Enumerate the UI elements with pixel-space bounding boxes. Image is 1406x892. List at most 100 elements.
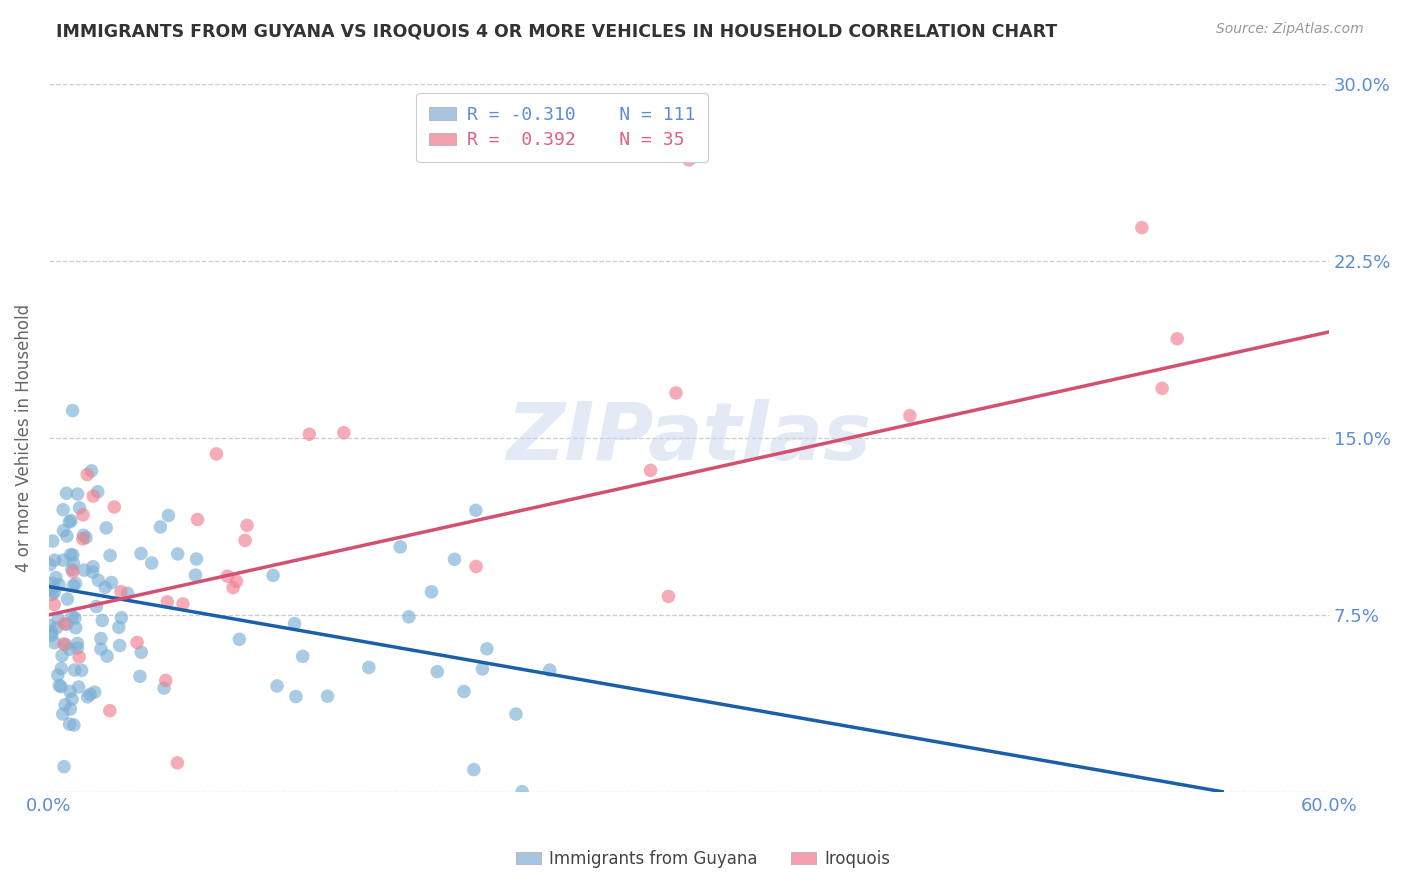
Point [53, 616, 76, 631]
Point [79, 687, 101, 701]
Point [63, 611, 86, 625]
Point [46, 612, 69, 626]
Point [1130, 220, 1153, 235]
Point [72, 508, 94, 522]
Point [59, 702, 82, 716]
Point [52, 637, 75, 651]
Point [55, 617, 77, 632]
Point [108, 639, 131, 653]
Point [82, 489, 104, 503]
Point [398, 610, 420, 624]
Point [82, 559, 104, 574]
Point [284, 690, 307, 704]
Point [284, 616, 307, 631]
Point [62, 565, 84, 579]
Point [538, 663, 561, 677]
Point [262, 568, 284, 582]
Point [129, 547, 152, 561]
Point [389, 540, 412, 554]
Point [76, 690, 98, 704]
Point [98, 704, 121, 718]
Point [291, 649, 314, 664]
Point [60, 609, 83, 624]
Point [149, 520, 172, 534]
Point [94, 580, 117, 594]
Point [166, 756, 188, 770]
Point [65, 576, 87, 591]
Point [640, 463, 662, 477]
Point [52, 524, 75, 538]
Point [236, 518, 259, 533]
Point [657, 590, 679, 604]
Point [67, 650, 90, 665]
Point [87, 574, 110, 588]
Point [228, 632, 250, 647]
Point [44, 553, 66, 567]
Point [665, 386, 688, 401]
Point [65, 621, 87, 635]
Text: ZIPatlas: ZIPatlas [506, 399, 872, 477]
Point [62, 548, 84, 562]
Point [332, 425, 354, 440]
Point [41, 628, 63, 642]
Point [129, 669, 152, 683]
Point [471, 662, 494, 676]
Point [156, 595, 179, 609]
Point [44, 598, 66, 612]
Point [58, 717, 80, 731]
Point [39, 582, 62, 597]
Point [96, 649, 118, 664]
Point [45, 570, 67, 584]
Text: IMMIGRANTS FROM GUYANA VS IROQUOIS 4 OR MORE VEHICLES IN HOUSEHOLD CORRELATION C: IMMIGRANTS FROM GUYANA VS IROQUOIS 4 OR … [56, 22, 1057, 40]
Point [44, 585, 66, 599]
Point [51, 661, 73, 675]
Point [420, 585, 443, 599]
Point [63, 663, 86, 677]
Point [52, 502, 75, 516]
Point [110, 611, 132, 625]
Point [56, 529, 79, 543]
Point [678, 153, 700, 167]
Point [63, 718, 86, 732]
Point [49, 680, 72, 694]
Point [186, 552, 208, 566]
Point [129, 645, 152, 659]
Point [505, 707, 527, 722]
Text: Source: ZipAtlas.com: Source: ZipAtlas.com [1216, 22, 1364, 37]
Point [184, 568, 207, 582]
Point [1166, 332, 1188, 346]
Point [66, 487, 89, 501]
Point [166, 547, 188, 561]
Point [60, 514, 83, 528]
Point [56, 592, 79, 607]
Point [42, 576, 65, 591]
Legend: Immigrants from Guyana, Iroquois: Immigrants from Guyana, Iroquois [509, 844, 897, 875]
Point [157, 508, 180, 523]
Point [172, 597, 194, 611]
Point [75, 531, 97, 545]
Point [76, 467, 98, 482]
Point [69, 500, 91, 515]
Point [55, 638, 77, 652]
Point [53, 698, 76, 712]
Point [90, 642, 112, 657]
Point [222, 581, 245, 595]
Point [66, 641, 89, 656]
Point [316, 689, 339, 703]
Legend: R = -0.310    N = 111, R =  0.392    N = 35: R = -0.310 N = 111, R = 0.392 N = 35 [416, 94, 707, 162]
Point [59, 548, 82, 562]
Point [510, 785, 533, 799]
Point [83, 685, 105, 699]
Point [217, 569, 239, 583]
Point [96, 521, 118, 535]
Point [465, 559, 488, 574]
Point [67, 680, 90, 694]
Point [52, 706, 75, 721]
Point [66, 636, 89, 650]
Point [60, 562, 83, 576]
Point [48, 678, 70, 692]
Point [39, 558, 62, 572]
Point [46, 668, 69, 682]
Point [453, 684, 475, 698]
Point [59, 684, 82, 698]
